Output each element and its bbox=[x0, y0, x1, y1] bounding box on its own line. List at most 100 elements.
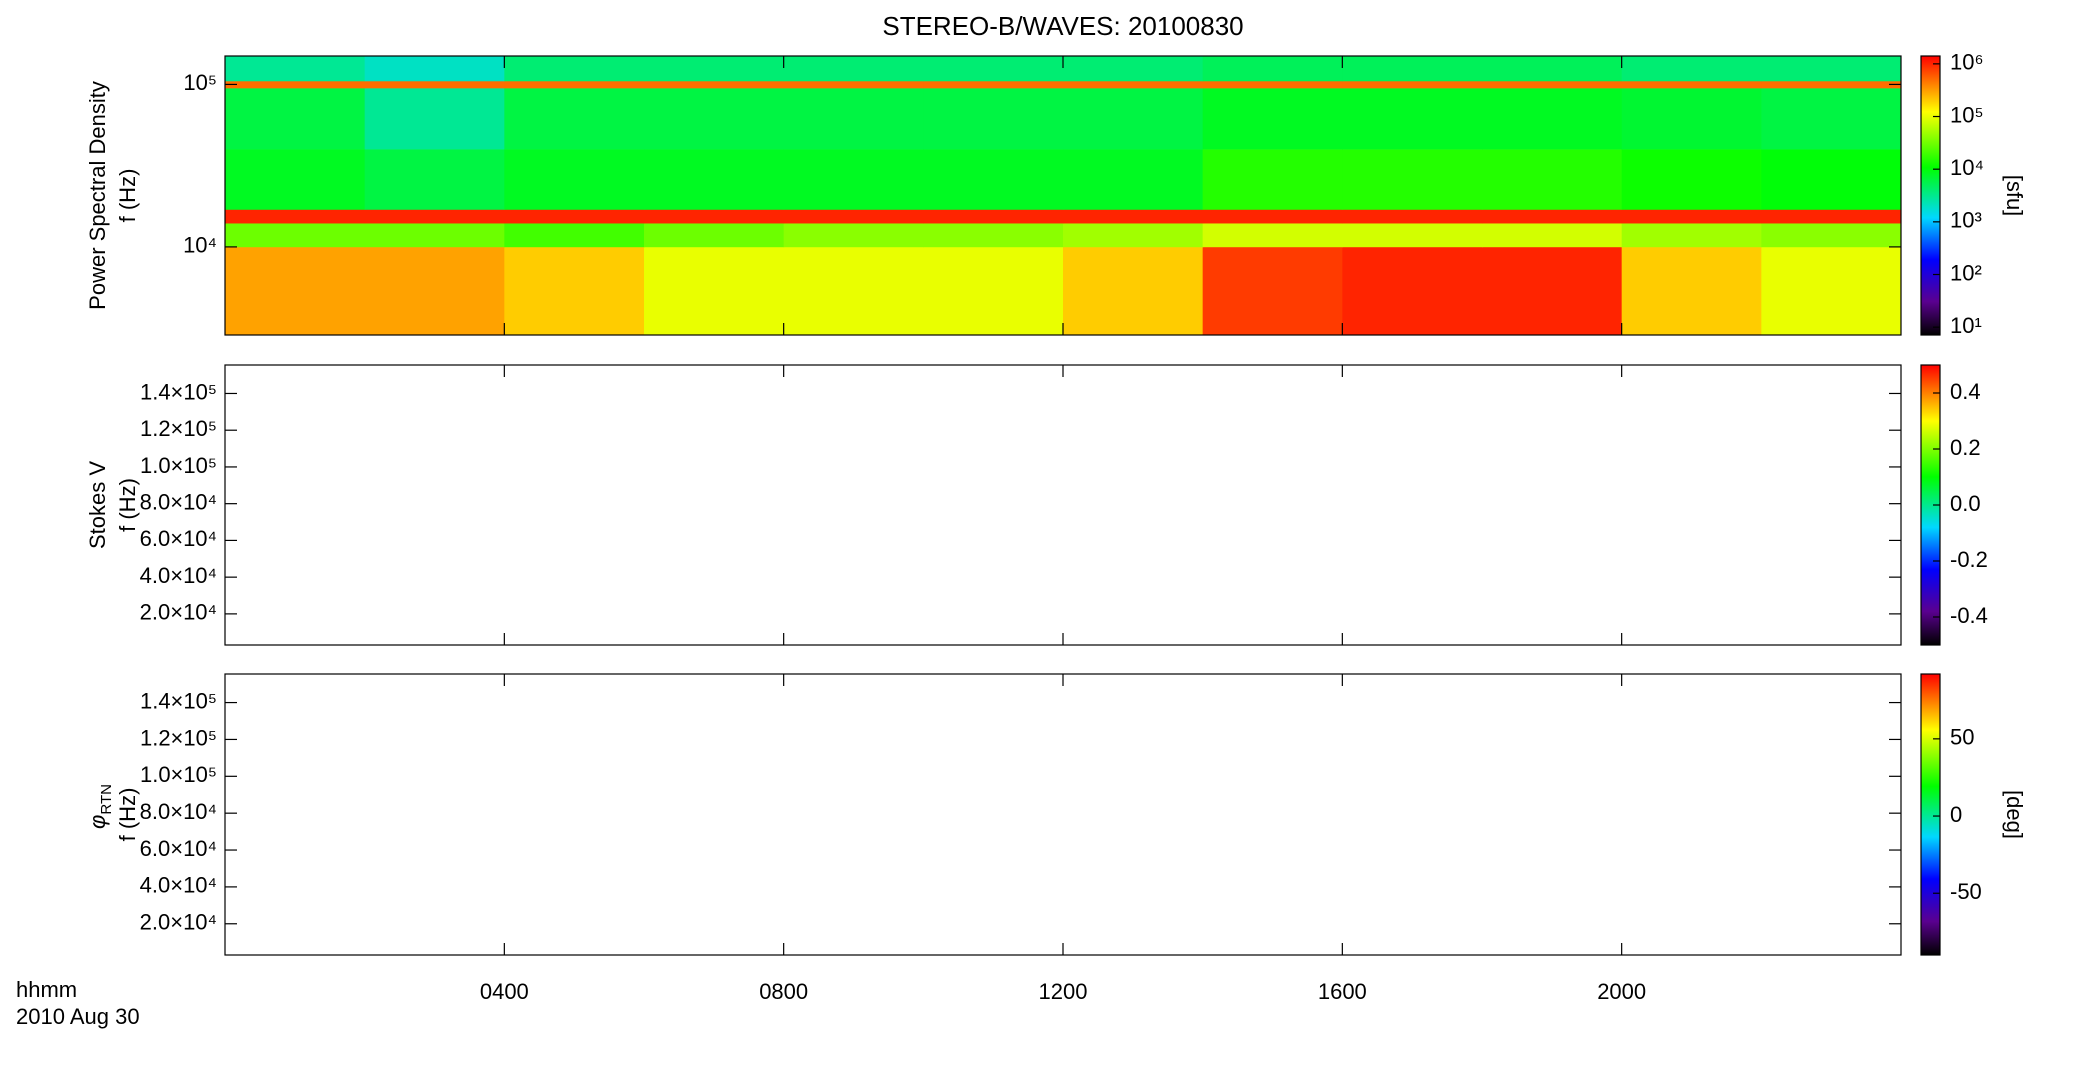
colorbar-tick-label: 50 bbox=[1950, 725, 1974, 750]
colorbar-tick-label: 0 bbox=[1950, 802, 1962, 827]
heatmap-cell bbox=[1063, 88, 1204, 150]
heatmap-cell bbox=[783, 209, 924, 224]
heatmap-cell bbox=[783, 246, 924, 336]
colorbar bbox=[1921, 365, 1940, 645]
x-tick-label: 0800 bbox=[759, 979, 808, 1004]
x-tick-label: 1600 bbox=[1318, 979, 1367, 1004]
heatmap-cell bbox=[225, 80, 366, 89]
heatmap-cell bbox=[1342, 149, 1483, 210]
date-label: 2010 Aug 30 bbox=[16, 1004, 140, 1029]
heatmap-cell bbox=[923, 56, 1064, 82]
x-tick-label: 1200 bbox=[1039, 979, 1088, 1004]
colorbar-tick-label: 10⁴ bbox=[1950, 155, 1984, 180]
heatmap-cell bbox=[1761, 149, 1902, 210]
plot-frame bbox=[224, 673, 1902, 956]
heatmap-cell bbox=[1482, 56, 1623, 82]
heatmap-cell bbox=[1621, 209, 1762, 224]
x-tick-label: 2000 bbox=[1597, 979, 1646, 1004]
heatmap-cell bbox=[364, 56, 505, 82]
heatmap-cell bbox=[364, 209, 505, 224]
colorbar-frame bbox=[1920, 673, 1941, 956]
y-tick-label: 1.4×10⁵ bbox=[140, 379, 217, 404]
heatmap-cell bbox=[644, 80, 785, 89]
heatmap-cell bbox=[504, 223, 645, 248]
colorbar-tick-label: -50 bbox=[1950, 879, 1982, 904]
heatmap-cell bbox=[1342, 246, 1483, 336]
heatmap-cell bbox=[1621, 246, 1762, 336]
y-axis-label: Power Spectral Density bbox=[85, 81, 110, 310]
heatmap-cell bbox=[1621, 223, 1762, 248]
heatmap-cell bbox=[923, 246, 1064, 336]
colorbar-tick-label: 10⁶ bbox=[1950, 50, 1984, 75]
chart-title: STEREO-B/WAVES: 20100830 bbox=[882, 11, 1243, 41]
y-axis-label: φRTN bbox=[85, 784, 115, 829]
y-tick-label: 2.0×10⁴ bbox=[140, 910, 217, 935]
heatmap-cell bbox=[1063, 209, 1204, 224]
y-tick-label: 1.0×10⁵ bbox=[140, 762, 217, 787]
heatmap-cell bbox=[1202, 209, 1343, 224]
colorbar-tick-label: 10³ bbox=[1950, 208, 1982, 233]
heatmap-cell bbox=[364, 246, 505, 336]
y-tick-label: 2.0×10⁴ bbox=[140, 600, 217, 625]
heatmap-cell bbox=[1063, 246, 1204, 336]
heatmap-cell bbox=[644, 149, 785, 210]
colorbar-tick-label: 0.2 bbox=[1950, 435, 1981, 460]
heatmap-cell bbox=[225, 223, 366, 248]
colorbar-tick-label: 0.0 bbox=[1950, 491, 1981, 516]
heatmap-cell bbox=[1761, 223, 1902, 248]
heatmap-cell bbox=[225, 149, 366, 210]
y-tick-label: 1.2×10⁵ bbox=[140, 725, 217, 750]
heatmap-cell bbox=[644, 246, 785, 336]
heatmap-cell bbox=[1761, 88, 1902, 150]
y-tick-label: 10⁴ bbox=[183, 233, 217, 258]
heatmap-cell bbox=[1342, 88, 1483, 150]
colorbar bbox=[1921, 674, 1940, 955]
colorbar-tick-label: 10² bbox=[1950, 260, 1982, 285]
plot-frame bbox=[224, 364, 1902, 646]
heatmap-cell bbox=[504, 88, 645, 150]
x-axis-label: hhmm bbox=[16, 977, 77, 1002]
heatmap-cell bbox=[1761, 56, 1902, 82]
heatmap-cell bbox=[1063, 223, 1204, 248]
y-axis-subscript: RTN bbox=[98, 784, 115, 815]
heatmap-cell bbox=[923, 149, 1064, 210]
heatmap-cell bbox=[1342, 56, 1483, 82]
y-axis-label: f (Hz) bbox=[115, 169, 140, 223]
heatmap-cell bbox=[1621, 56, 1762, 82]
heatmap-cell bbox=[923, 88, 1064, 150]
heatmap-cell bbox=[1202, 246, 1343, 336]
heatmap-cell bbox=[1063, 149, 1204, 210]
heatmap-cell bbox=[504, 56, 645, 82]
heatmap-cell bbox=[1482, 149, 1623, 210]
heatmap-cell bbox=[1342, 80, 1483, 89]
colorbar-label: [sfu] bbox=[2002, 175, 2027, 217]
heatmap-cell bbox=[225, 246, 366, 336]
heatmap-cell bbox=[783, 80, 924, 89]
heatmap-cell bbox=[1063, 80, 1204, 89]
colorbar-frame bbox=[1920, 55, 1941, 336]
heatmap-cell bbox=[783, 149, 924, 210]
y-tick-label: 1.4×10⁵ bbox=[140, 688, 217, 713]
heatmap-cell bbox=[783, 88, 924, 150]
colorbar-tick-label: 10¹ bbox=[1950, 313, 1982, 338]
y-tick-label: 8.0×10⁴ bbox=[140, 799, 217, 824]
heatmap-cell bbox=[1202, 56, 1343, 82]
heatmap-cell bbox=[225, 88, 366, 150]
heatmap-cell bbox=[644, 209, 785, 224]
heatmap-cell bbox=[225, 56, 366, 82]
heatmap-cell bbox=[644, 56, 785, 82]
y-tick-label: 6.0×10⁴ bbox=[140, 526, 217, 551]
heatmap-cell bbox=[1761, 80, 1902, 89]
colorbar-tick-label: -0.4 bbox=[1950, 603, 1988, 628]
y-tick-label: 10⁵ bbox=[183, 70, 217, 95]
y-tick-label: 8.0×10⁴ bbox=[140, 489, 217, 514]
heatmap-cell bbox=[923, 209, 1064, 224]
heatmap-cell bbox=[1202, 80, 1343, 89]
y-tick-label: 1.2×10⁵ bbox=[140, 416, 217, 441]
heatmap-cell bbox=[1342, 223, 1483, 248]
y-tick-label: 6.0×10⁴ bbox=[140, 836, 217, 861]
heatmap-cell bbox=[1621, 80, 1762, 89]
colorbar-tick-label: 10⁵ bbox=[1950, 102, 1984, 127]
